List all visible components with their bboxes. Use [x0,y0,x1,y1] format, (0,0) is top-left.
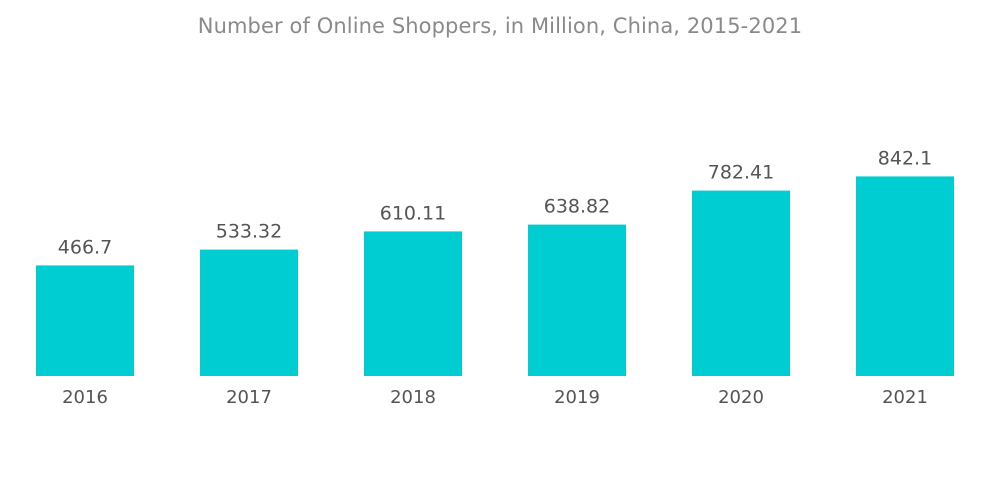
bar-2018 [364,231,462,376]
x-tick-label-2018: 2018 [390,387,436,408]
bar-2017 [200,249,298,376]
data-label-2017: 533.32 [216,221,282,243]
bar-2016 [36,265,134,376]
x-tick-label-2019: 2019 [554,387,600,408]
chart-title: Number of Online Shoppers, in Million, C… [197,14,803,38]
x-tick-label-2021: 2021 [882,387,928,408]
x-tick-label-2016: 2016 [62,387,108,408]
data-label-2020: 782.41 [708,162,774,184]
x-tick-label-2020: 2020 [718,387,764,408]
bar-2020 [692,190,790,376]
data-label-2019: 638.82 [544,196,610,218]
bar-2021 [856,176,954,376]
data-label-2021: 842.1 [878,147,932,169]
data-label-2016: 466.7 [58,236,112,258]
data-label-2018: 610.11 [380,202,446,224]
bar-2019 [528,224,626,376]
x-tick-label-2017: 2017 [226,387,272,408]
